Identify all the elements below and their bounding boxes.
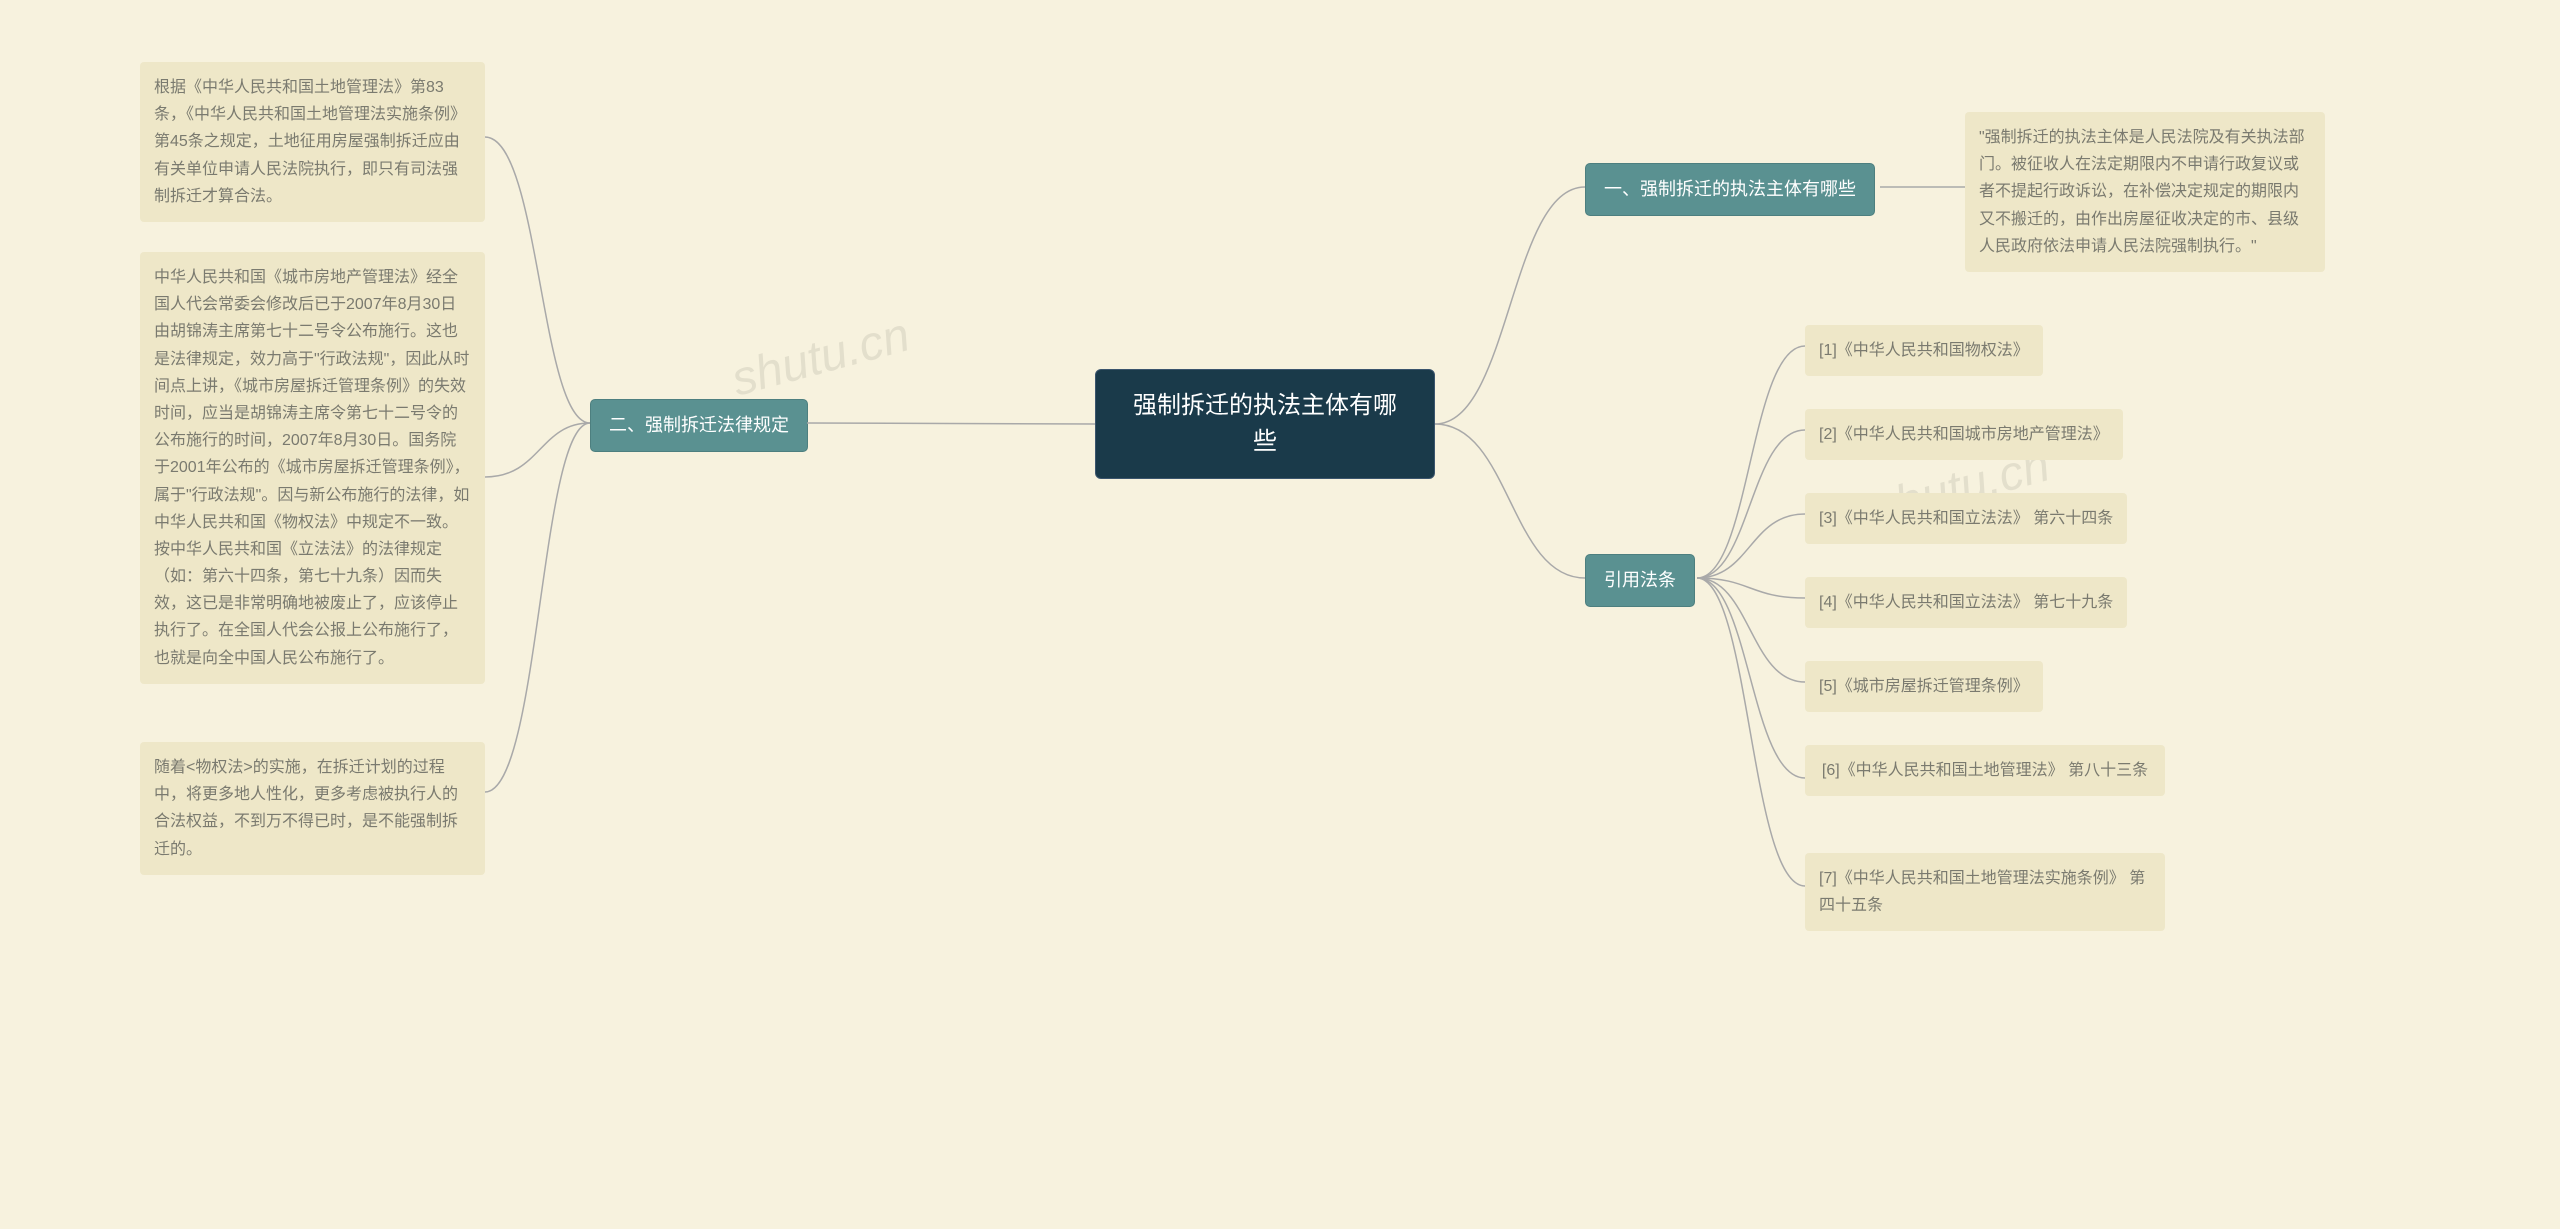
branch-node-right-2[interactable]: 引用法条 xyxy=(1585,554,1695,607)
branch-label: 一、强制拆迁的执法主体有哪些 xyxy=(1604,176,1856,203)
leaf-text: 中华人民共和国《城市房地产管理法》经全国人代会常委会修改后已于2007年8月30… xyxy=(154,264,471,672)
branch-node-left[interactable]: 二、强制拆迁法律规定 xyxy=(590,399,808,452)
leaf-text: "强制拆迁的执法主体是人民法院及有关执法部门。被征收人在法定期限内不申请行政复议… xyxy=(1979,124,2311,260)
leaf-text: 根据《中华人民共和国土地管理法》第83条，《中华人民共和国土地管理法实施条例》第… xyxy=(154,74,471,210)
leaf-node[interactable]: [5]《城市房屋拆迁管理条例》 xyxy=(1805,661,2043,712)
leaf-text: [7]《中华人民共和国土地管理法实施条例》 第四十五条 xyxy=(1819,865,2151,919)
leaf-node[interactable]: [3]《中华人民共和国立法法》 第六十四条 xyxy=(1805,493,2127,544)
leaf-text: [4]《中华人民共和国立法法》 第七十九条 xyxy=(1819,589,2113,616)
leaf-node[interactable]: 中华人民共和国《城市房地产管理法》经全国人代会常委会修改后已于2007年8月30… xyxy=(140,252,485,684)
leaf-text: 随着<物权法>的实施，在拆迁计划的过程中，将更多地人性化，更多考虑被执行人的合法… xyxy=(154,754,471,863)
leaf-node[interactable]: [4]《中华人民共和国立法法》 第七十九条 xyxy=(1805,577,2127,628)
leaf-text: [6]《中华人民共和国土地管理法》 第八十三条 xyxy=(1822,757,2148,784)
watermark: shutu.cn xyxy=(726,307,916,407)
branch-node-right-1[interactable]: 一、强制拆迁的执法主体有哪些 xyxy=(1585,163,1875,216)
leaf-node[interactable]: "强制拆迁的执法主体是人民法院及有关执法部门。被征收人在法定期限内不申请行政复议… xyxy=(1965,112,2325,272)
leaf-text: [3]《中华人民共和国立法法》 第六十四条 xyxy=(1819,505,2113,532)
leaf-text: [2]《中华人民共和国城市房地产管理法》 xyxy=(1819,421,2109,448)
leaf-text: [5]《城市房屋拆迁管理条例》 xyxy=(1819,673,2029,700)
leaf-node[interactable]: [7]《中华人民共和国土地管理法实施条例》 第四十五条 xyxy=(1805,853,2165,931)
root-node[interactable]: 强制拆迁的执法主体有哪些 xyxy=(1095,369,1435,479)
leaf-node[interactable]: [1]《中华人民共和国物权法》 xyxy=(1805,325,2043,376)
leaf-node[interactable]: 根据《中华人民共和国土地管理法》第83条，《中华人民共和国土地管理法实施条例》第… xyxy=(140,62,485,222)
leaf-text: [1]《中华人民共和国物权法》 xyxy=(1819,337,2029,364)
leaf-node[interactable]: 随着<物权法>的实施，在拆迁计划的过程中，将更多地人性化，更多考虑被执行人的合法… xyxy=(140,742,485,875)
leaf-node[interactable]: [6]《中华人民共和国土地管理法》 第八十三条 xyxy=(1805,745,2165,796)
branch-label: 二、强制拆迁法律规定 xyxy=(609,412,789,439)
branch-label: 引用法条 xyxy=(1604,567,1676,594)
leaf-node[interactable]: [2]《中华人民共和国城市房地产管理法》 xyxy=(1805,409,2123,460)
root-label: 强制拆迁的执法主体有哪些 xyxy=(1126,388,1404,460)
